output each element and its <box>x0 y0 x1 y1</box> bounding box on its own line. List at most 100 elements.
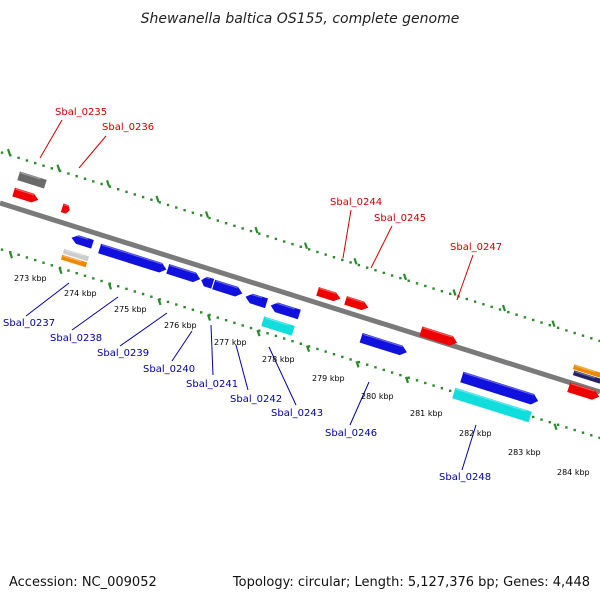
outer-track-dot <box>490 305 493 309</box>
gene-label-forward[interactable]: Sbal_0245 <box>374 213 426 224</box>
inner-track-dot <box>266 332 269 335</box>
outer-track-dot <box>565 329 568 332</box>
inner-track-dot <box>299 342 302 345</box>
outer-track-dot <box>291 242 294 246</box>
gene-label-forward[interactable]: Sbal_0236 <box>102 122 154 133</box>
feature-cyan-box <box>261 316 295 336</box>
feature-reverse-blue <box>359 333 407 356</box>
outer-track-dot <box>9 154 12 157</box>
inner-track-dot <box>183 305 186 309</box>
inner-track-dot <box>548 420 551 424</box>
outer-track-dot <box>100 182 103 186</box>
leader-line <box>349 381 370 426</box>
feature-orange-box-highlight <box>574 365 596 373</box>
outer-track-dot <box>523 316 527 319</box>
outer-track-dot <box>208 216 211 220</box>
outer-track-dot <box>224 222 228 225</box>
reverse-gene-labels: Sbal_0237 Sbal_0238 Sbal_0239 Sbal_0240 … <box>3 318 491 483</box>
outer-track-dot <box>507 310 510 314</box>
inner-track-major-tick <box>206 314 212 321</box>
outer-track-dot <box>25 159 29 162</box>
gene-label-reverse[interactable]: Sbal_0243 <box>271 408 323 419</box>
feature-reverse-blue-highlight <box>363 333 403 348</box>
outer-track-dot <box>158 201 161 204</box>
outer-track-dot <box>175 206 178 209</box>
outer-track-major-tick <box>452 289 457 296</box>
outer-track-major-tick <box>551 320 556 328</box>
outer-track-dot <box>390 274 394 277</box>
inner-track-dot <box>357 360 361 364</box>
inner-track-dot <box>374 366 377 369</box>
outer-track-major-tick <box>155 195 160 203</box>
outer-track-dot <box>498 308 502 311</box>
outer-track-dot <box>548 323 551 327</box>
inner-track-dot <box>0 248 4 251</box>
feature-reverse-blue <box>245 292 268 309</box>
gene-label-reverse[interactable]: Sbal_0240 <box>143 364 195 375</box>
map-title: Shewanella baltica OS155, complete genom… <box>141 11 460 27</box>
feature-forward-red-shape <box>344 296 369 311</box>
tick-label: 281 kbp <box>410 409 443 418</box>
gene-label-forward[interactable]: Sbal_0247 <box>450 242 502 253</box>
outer-track-dot <box>17 156 20 160</box>
feature-cyan-box-shape <box>261 316 295 336</box>
outer-track-dot <box>332 256 336 259</box>
gene-label-reverse[interactable]: Sbal_0239 <box>97 348 149 359</box>
feature-cyan-box-shape <box>452 387 532 423</box>
tick-label: 274 kbp <box>64 289 97 298</box>
feature-lightgray-box-highlight <box>64 249 84 257</box>
outer-track-dot <box>532 318 535 322</box>
feature-lightgray-box <box>62 248 90 262</box>
outer-track-dot <box>216 219 219 222</box>
gene-label-reverse[interactable]: Sbal_0237 <box>3 318 55 329</box>
outer-track-dot <box>150 198 153 201</box>
position-tick-labels: 273 kbp 274 kbp 275 kbp 276 kbp 277 kbp … <box>14 274 590 477</box>
outer-track-dot <box>581 334 585 337</box>
leader-line <box>268 346 297 406</box>
outer-track-dot <box>440 289 444 293</box>
outer-track-dot <box>357 263 361 267</box>
inner-track-dot <box>440 386 444 390</box>
leader-line <box>171 330 193 362</box>
feature-dark-box-highlight <box>574 371 596 379</box>
outer-track-dot <box>316 250 319 254</box>
tick-label: 273 kbp <box>14 274 47 283</box>
inner-track-dot <box>133 290 136 293</box>
inner-track-major-tick <box>58 267 63 275</box>
outer-track-dot <box>283 240 286 243</box>
gene-label-reverse[interactable]: Sbal_0242 <box>230 394 282 405</box>
inner-track-dot <box>283 337 286 340</box>
gene-label-reverse[interactable]: Sbal_0238 <box>50 333 102 344</box>
inner-track-major-tick <box>404 376 410 384</box>
inner-track-dot <box>432 384 435 387</box>
outer-track-dot <box>266 235 269 238</box>
feature-reverse-blue-shape <box>201 276 215 289</box>
feature-reverse-blue <box>460 371 539 405</box>
outer-track-dot <box>50 167 53 170</box>
inner-track-dot <box>150 295 153 298</box>
outer-track-dot <box>415 282 419 285</box>
feature-reverse-blue-shape <box>166 264 201 283</box>
feature-reverse-blue-highlight <box>463 372 534 396</box>
feature-gray-box-shape <box>17 171 47 189</box>
feature-orange-box <box>60 254 88 268</box>
feature-reverse-blue-highlight <box>247 292 263 299</box>
gene-label-reverse[interactable]: Sbal_0246 <box>325 428 377 439</box>
feature-cyan-box <box>452 387 532 423</box>
inner-track-dot <box>258 329 261 332</box>
feature-forward-red-shape <box>567 382 600 400</box>
genome-backbone <box>0 200 600 395</box>
outer-track-major-tick <box>105 179 111 187</box>
outer-track-dot <box>34 161 37 165</box>
gene-label-forward[interactable]: Sbal_0235 <box>55 107 107 118</box>
outer-track-dot <box>92 180 95 183</box>
gene-label-reverse[interactable]: Sbal_0248 <box>439 472 491 483</box>
outer-track-major-tick <box>353 257 358 265</box>
gene-label-forward[interactable]: Sbal_0244 <box>330 197 382 208</box>
outer-track-dot <box>42 164 45 167</box>
feature-forward-red-highlight <box>15 188 34 196</box>
gene-label-reverse[interactable]: Sbal_0241 <box>186 379 238 390</box>
outer-track-dot <box>166 203 170 207</box>
inner-track-dot <box>241 324 244 327</box>
leader-line <box>39 119 63 159</box>
